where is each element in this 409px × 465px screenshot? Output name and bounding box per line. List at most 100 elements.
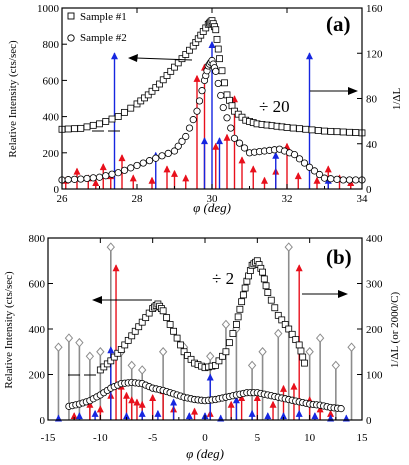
panel-b-arrows [68,290,348,376]
x-tick-label: 10 [304,432,316,444]
data-point-square [212,26,220,34]
y-tick-label: 0 [40,415,46,427]
data-point-circle [320,174,329,182]
stem-gray-diamond [138,365,147,375]
data-point-square [301,359,308,367]
stem-blue-arrowhead [306,52,313,60]
data-point-circle [230,134,239,142]
data-point-circle [95,173,104,181]
stem-red-arrowhead [148,176,156,184]
data-point-circle [189,116,197,124]
y2-tick-label: 100 [366,370,383,382]
data-point-square [127,104,135,112]
data-point-square [187,355,195,363]
stem-blue-arrowhead [311,412,319,420]
stem-red-arrowhead [313,176,321,184]
data-point-square [283,124,291,131]
stem-gray-diamond [258,346,267,357]
data-point-circle [339,176,347,184]
stem-red-arrowhead [249,165,257,173]
y2-tick-label: 120 [366,48,383,60]
data-point-square [145,309,153,317]
data-point-circle [133,161,141,170]
stem-blue-arrowhead [272,151,280,159]
data-point-square [135,323,143,331]
stem-blue-arrowhead [123,412,130,420]
stem-red-arrowhead [193,74,201,82]
data-point-square [180,348,188,356]
data-point-square [218,67,226,75]
stem-blue-arrowhead [216,137,223,145]
data-point-square [128,332,136,340]
data-point-circle [158,152,166,160]
data-point-square [219,352,226,360]
y-tick-label: 800 [43,39,60,51]
data-point-circle [337,405,345,413]
stem-red-arrowhead [73,167,81,175]
stem-gray-diamond [75,337,84,348]
data-point-square [292,336,300,344]
x-tick-label: 26 [57,193,69,205]
data-point-square [321,127,328,135]
data-point-square [285,325,293,333]
stem-red-arrowhead [269,400,277,408]
data-point-square [327,127,335,135]
stem-red-arrowhead [295,264,303,272]
data-point-square [296,125,303,133]
data-point-square [96,120,103,128]
data-point-circle [145,157,154,165]
stem-red-arrowhead [253,393,261,401]
panel-b-ticks: -15 -10 -5 0 5 10 15 0 200 400 600 800 0 100 200 300 400 [29,233,384,444]
x-tick-label: 28 [132,193,144,205]
left-arrow [135,57,193,61]
stem-red-arrowhead [118,154,126,162]
data-point-square [215,357,223,365]
stem-red-arrowhead [316,405,324,413]
y-tick-label: 600 [43,75,60,87]
data-point-circle [214,79,222,88]
stem-gray-diamond [305,346,314,357]
data-point-square [102,118,110,125]
y-tick-label: 1000 [37,3,60,15]
data-point-square [339,128,347,136]
data-point-square [182,51,190,58]
stem-red-arrowhead [70,412,78,420]
data-point-square [83,123,91,131]
x-tick-label: -10 [93,432,108,444]
data-point-square [212,361,219,369]
stem-gray-diamond [247,360,257,371]
left-arrowhead [92,296,102,304]
legend-square-marker [67,12,75,20]
data-point-circle [70,175,79,183]
data-point-square [267,296,275,304]
data-point-square [117,346,125,353]
data-point-circle [333,175,341,183]
data-point-circle [352,176,360,184]
data-point-square [289,124,297,132]
data-point-square [124,336,132,344]
data-point-square [163,314,171,322]
legend-entry-sample-1: Sample #1 [80,11,127,23]
stem-gray-diamond [274,328,283,339]
data-point-square [238,298,246,306]
data-point-square [226,339,233,347]
data-point-square [216,55,223,63]
stem-blue-arrowhead [280,412,287,420]
data-point-square [259,268,266,276]
data-point-square [178,55,186,63]
data-point-square [264,289,272,297]
stem-blue-arrowhead [111,52,118,60]
stem-red-arrowhead [280,384,287,392]
stem-gray-diamond [158,346,168,357]
stem-red-arrowhead [223,133,231,141]
stem-gray-diamond [106,242,115,252]
y2-axis-label: 1/ΔL (or 2000/C) [389,292,401,369]
data-point-square [177,341,184,349]
stem-red-arrowhead [149,393,157,401]
data-point-square [173,334,181,342]
data-point-circle [219,103,227,112]
data-point-square [308,126,316,134]
data-point-circle [174,142,182,150]
stem-gray-diamond [54,342,63,352]
stem-blue-arrowhead [170,398,178,406]
